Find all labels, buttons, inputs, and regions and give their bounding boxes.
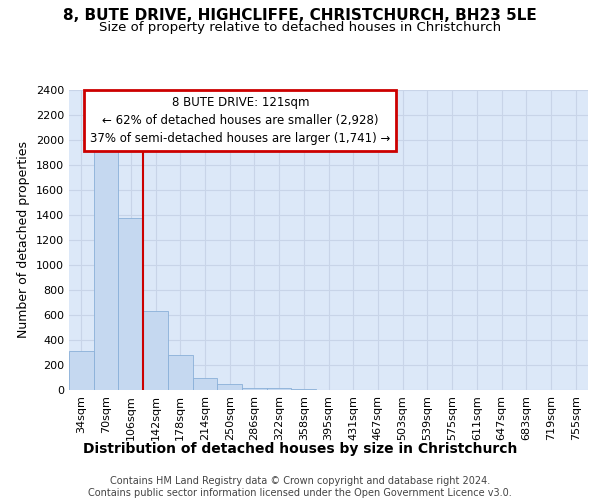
Bar (292, 389, 316, 390)
Bar (118, 218, 143, 390)
Text: Contains HM Land Registry data © Crown copyright and database right 2024.: Contains HM Land Registry data © Crown c… (110, 476, 490, 486)
Bar (143, 311, 168, 390)
Y-axis label: Number of detached properties: Number of detached properties (17, 142, 31, 338)
Bar (217, 384, 242, 390)
Bar (267, 388, 292, 390)
Bar (193, 378, 217, 390)
Text: Size of property relative to detached houses in Christchurch: Size of property relative to detached ho… (99, 21, 501, 34)
Bar (94, 146, 118, 390)
Text: Distribution of detached houses by size in Christchurch: Distribution of detached houses by size … (83, 442, 517, 456)
Text: 8, BUTE DRIVE, HIGHCLIFFE, CHRISTCHURCH, BH23 5LE: 8, BUTE DRIVE, HIGHCLIFFE, CHRISTCHURCH,… (63, 8, 537, 22)
Text: 8 BUTE DRIVE: 121sqm
← 62% of detached houses are smaller (2,928)
37% of semi-de: 8 BUTE DRIVE: 121sqm ← 62% of detached h… (90, 96, 391, 145)
Bar (168, 355, 193, 390)
Bar (242, 388, 267, 390)
Text: Contains public sector information licensed under the Open Government Licence v3: Contains public sector information licen… (88, 488, 512, 498)
Bar (69, 350, 94, 390)
